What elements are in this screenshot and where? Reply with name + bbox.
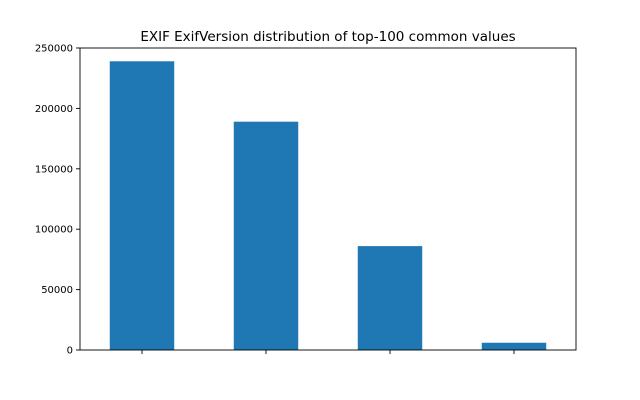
x-axis: [141, 350, 515, 354]
y-axis: 0 50000 100000 150000 200000 250000: [35, 44, 80, 357]
bar-2: [233, 121, 299, 350]
y-tick-label-100000: 100000: [35, 225, 73, 236]
bar-4: [481, 342, 547, 350]
y-tick-label-0: 0: [67, 346, 73, 357]
y-tick-label-200000: 200000: [35, 104, 73, 115]
bar-1: [109, 61, 175, 351]
plot-frame: [79, 47, 577, 351]
y-tick-label-50000: 50000: [41, 285, 73, 296]
bar-3: [357, 246, 423, 350]
chart-title: EXIF ExifVersion distribution of top-100…: [140, 29, 515, 45]
y-tick-label-150000: 150000: [35, 164, 73, 175]
y-tick-label-250000: 250000: [35, 44, 73, 55]
bars-group: [109, 61, 547, 351]
